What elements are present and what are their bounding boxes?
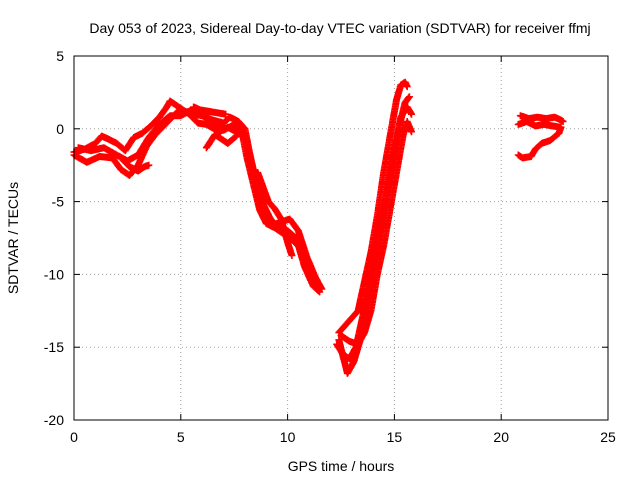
data-points xyxy=(70,78,567,377)
x-tick-label: 10 xyxy=(280,429,296,445)
series-group xyxy=(70,78,567,377)
y-tick-label: -10 xyxy=(44,266,64,282)
plot-frame xyxy=(73,55,609,421)
x-tick-label: 5 xyxy=(177,429,185,445)
grid-lines xyxy=(74,56,608,420)
y-tick-label: 5 xyxy=(56,48,64,64)
x-axis-label: GPS time / hours xyxy=(288,458,395,474)
y-tick-label: 0 xyxy=(56,121,64,137)
y-tick-label: -15 xyxy=(44,339,64,355)
data-point-markers xyxy=(70,78,567,377)
axis-ticks: 0 5 10 15 20 25 5 0 -5 -10 -15 -20 xyxy=(44,48,616,445)
x-tick-label: 25 xyxy=(600,429,616,445)
x-tick-label: 0 xyxy=(70,429,78,445)
x-tick-label: 20 xyxy=(493,429,509,445)
y-tick-label: -20 xyxy=(44,412,64,428)
x-tick-label: 15 xyxy=(387,429,403,445)
y-axis-label: SDTVAR / TECUs xyxy=(5,182,21,294)
y-tick-label: -5 xyxy=(52,194,65,210)
chart-title: Day 053 of 2023, Sidereal Day-to-day VTE… xyxy=(89,20,590,36)
